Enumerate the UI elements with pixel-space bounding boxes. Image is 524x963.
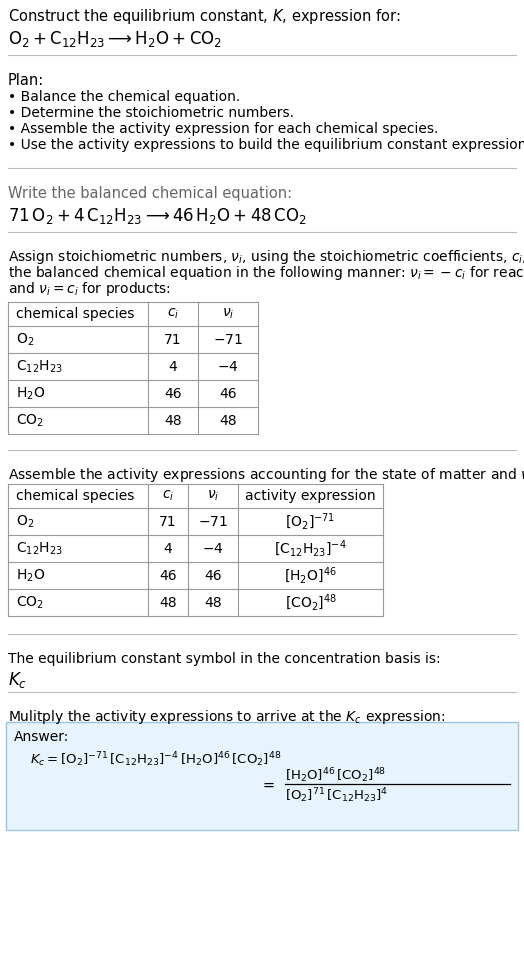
Text: Answer:: Answer: bbox=[14, 730, 69, 744]
Text: $\mathrm{H_2O}$: $\mathrm{H_2O}$ bbox=[16, 385, 45, 402]
Text: chemical species: chemical species bbox=[16, 307, 134, 321]
Text: the balanced chemical equation in the following manner: $\nu_i = -c_i$ for react: the balanced chemical equation in the fo… bbox=[8, 264, 524, 282]
Text: $71\,\mathrm{O_2} + 4\,\mathrm{C_{12}H_{23}} \longrightarrow 46\,\mathrm{H_2O} +: $71\,\mathrm{O_2} + 4\,\mathrm{C_{12}H_{… bbox=[8, 206, 307, 226]
Text: $[\mathrm{C_{12}H_{23}}]^{-4}$: $[\mathrm{C_{12}H_{23}}]^{-4}$ bbox=[274, 538, 347, 559]
Text: 48: 48 bbox=[164, 413, 182, 428]
Text: and $\nu_i = c_i$ for products:: and $\nu_i = c_i$ for products: bbox=[8, 280, 171, 298]
Text: Assemble the activity expressions accounting for the state of matter and $\nu_i$: Assemble the activity expressions accoun… bbox=[8, 466, 524, 484]
Text: Assign stoichiometric numbers, $\nu_i$, using the stoichiometric coefficients, $: Assign stoichiometric numbers, $\nu_i$, … bbox=[8, 248, 524, 266]
Text: $-4$: $-4$ bbox=[217, 359, 239, 374]
Text: $\mathrm{C_{12}H_{23}}$: $\mathrm{C_{12}H_{23}}$ bbox=[16, 358, 63, 375]
Text: $\nu_i$: $\nu_i$ bbox=[207, 489, 219, 504]
Text: $[\mathrm{O_2}]^{-71}$: $[\mathrm{O_2}]^{-71}$ bbox=[286, 511, 335, 532]
Text: chemical species: chemical species bbox=[16, 489, 134, 503]
Bar bbox=[8, 484, 383, 616]
Text: $\mathrm{C_{12}H_{23}}$: $\mathrm{C_{12}H_{23}}$ bbox=[16, 540, 63, 557]
Text: $[\mathrm{O_2}]^{71}\,[\mathrm{C_{12}H_{23}}]^{4}$: $[\mathrm{O_2}]^{71}\,[\mathrm{C_{12}H_{… bbox=[285, 786, 388, 805]
Text: $=$: $=$ bbox=[260, 776, 276, 792]
Text: $K_c = [\mathrm{O_2}]^{-71}\,[\mathrm{C_{12}H_{23}}]^{-4}\,[\mathrm{H_2O}]^{46}\: $K_c = [\mathrm{O_2}]^{-71}\,[\mathrm{C_… bbox=[30, 750, 281, 768]
Text: $\nu_i$: $\nu_i$ bbox=[222, 307, 234, 322]
Text: Plan:: Plan: bbox=[8, 73, 44, 88]
Text: • Assemble the activity expression for each chemical species.: • Assemble the activity expression for e… bbox=[8, 122, 439, 136]
Bar bbox=[8, 302, 258, 434]
Text: 48: 48 bbox=[204, 595, 222, 610]
Text: 4: 4 bbox=[163, 541, 172, 556]
Text: Write the balanced chemical equation:: Write the balanced chemical equation: bbox=[8, 186, 292, 201]
Text: $c_i$: $c_i$ bbox=[167, 307, 179, 322]
Text: 46: 46 bbox=[219, 386, 237, 401]
Text: The equilibrium constant symbol in the concentration basis is:: The equilibrium constant symbol in the c… bbox=[8, 652, 441, 666]
Text: 71: 71 bbox=[159, 514, 177, 529]
Text: $\mathrm{O_2}$: $\mathrm{O_2}$ bbox=[16, 513, 34, 530]
Text: • Balance the chemical equation.: • Balance the chemical equation. bbox=[8, 90, 240, 104]
Text: $\mathrm{H_2O}$: $\mathrm{H_2O}$ bbox=[16, 567, 45, 584]
Text: $\mathrm{O_2 + C_{12}H_{23} \longrightarrow H_2O + CO_2}$: $\mathrm{O_2 + C_{12}H_{23} \longrightar… bbox=[8, 29, 222, 49]
Text: 46: 46 bbox=[204, 568, 222, 583]
Text: 46: 46 bbox=[159, 568, 177, 583]
FancyBboxPatch shape bbox=[6, 722, 518, 830]
Text: 46: 46 bbox=[164, 386, 182, 401]
Text: 48: 48 bbox=[219, 413, 237, 428]
Text: Construct the equilibrium constant, $K$, expression for:: Construct the equilibrium constant, $K$,… bbox=[8, 7, 401, 26]
Text: $-71$: $-71$ bbox=[213, 332, 243, 347]
Text: $\mathrm{O_2}$: $\mathrm{O_2}$ bbox=[16, 331, 34, 348]
Text: $\mathrm{CO_2}$: $\mathrm{CO_2}$ bbox=[16, 412, 44, 429]
Text: 71: 71 bbox=[164, 332, 182, 347]
Text: $[\mathrm{CO_2}]^{48}$: $[\mathrm{CO_2}]^{48}$ bbox=[285, 592, 336, 612]
Text: 4: 4 bbox=[169, 359, 178, 374]
Text: • Determine the stoichiometric numbers.: • Determine the stoichiometric numbers. bbox=[8, 106, 294, 120]
Text: $c_i$: $c_i$ bbox=[162, 489, 174, 504]
Text: $\mathrm{CO_2}$: $\mathrm{CO_2}$ bbox=[16, 594, 44, 611]
Text: activity expression: activity expression bbox=[245, 489, 376, 503]
Text: $K_c$: $K_c$ bbox=[8, 670, 27, 690]
Text: • Use the activity expressions to build the equilibrium constant expression.: • Use the activity expressions to build … bbox=[8, 138, 524, 152]
Text: $-71$: $-71$ bbox=[198, 514, 228, 529]
Text: Mulitply the activity expressions to arrive at the $K_c$ expression:: Mulitply the activity expressions to arr… bbox=[8, 708, 445, 726]
Text: $-4$: $-4$ bbox=[202, 541, 224, 556]
Text: $[\mathrm{H_2O}]^{46}$: $[\mathrm{H_2O}]^{46}$ bbox=[284, 565, 337, 586]
Text: $[\mathrm{H_2O}]^{46}\,[\mathrm{CO_2}]^{48}$: $[\mathrm{H_2O}]^{46}\,[\mathrm{CO_2}]^{… bbox=[285, 766, 386, 785]
Text: 48: 48 bbox=[159, 595, 177, 610]
